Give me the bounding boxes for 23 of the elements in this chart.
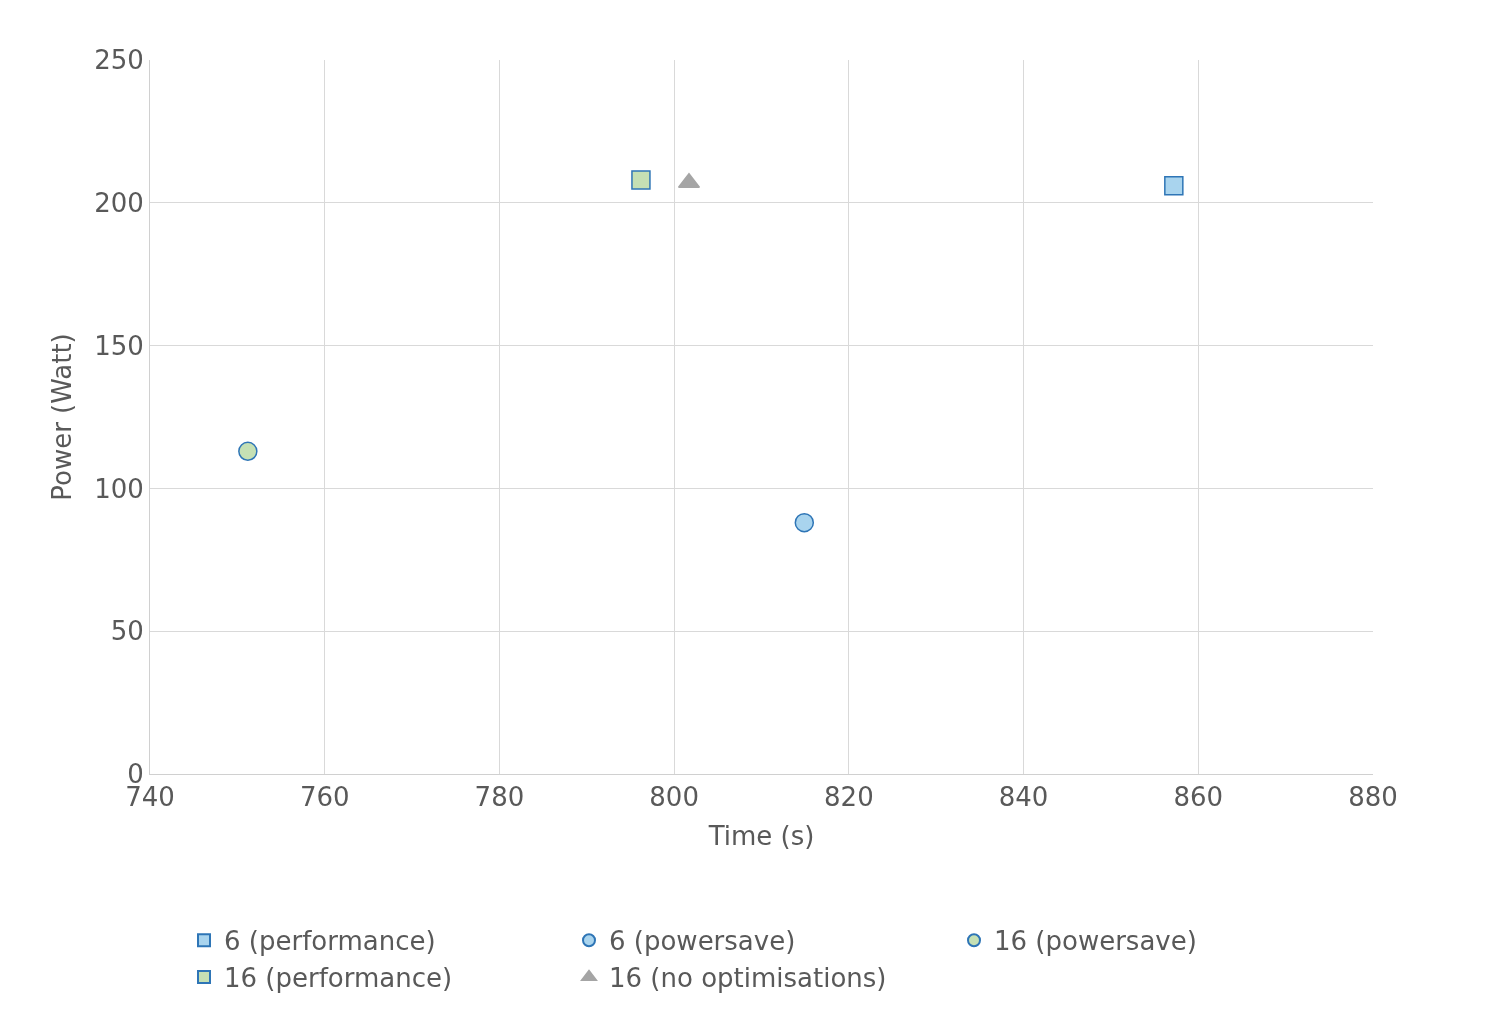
x-tick-label: 840: [998, 782, 1049, 813]
legend-label: 6 (performance): [224, 926, 436, 957]
point: [238, 441, 258, 462]
y-tick-label: 200: [94, 187, 144, 218]
legend-label: 6 (powersave): [609, 926, 796, 957]
x-tick-label: 760: [299, 782, 350, 813]
x-tick-label: 820: [824, 782, 874, 813]
x-axis-title: Time (s): [707, 820, 815, 851]
x-tick-label: 780: [474, 782, 525, 813]
x-tick-label: 860: [1173, 782, 1224, 813]
point: [1164, 175, 1184, 196]
legend-label: 16 (performance): [224, 963, 453, 994]
legend-label: 16 (powersave): [994, 926, 1197, 957]
x-tick-label: 880: [1348, 782, 1398, 813]
legend-label: 16 (no optimisations): [609, 963, 887, 994]
x-tick-label: 800: [649, 782, 699, 813]
y-tick-label: 100: [94, 473, 144, 504]
y-tick-label: 50: [110, 616, 144, 647]
point: [794, 512, 815, 533]
point: [631, 170, 651, 190]
y-axis-title: Power (Watt): [46, 333, 77, 501]
y-tick-label: 250: [94, 45, 144, 76]
y-tick-label: 150: [94, 330, 144, 361]
